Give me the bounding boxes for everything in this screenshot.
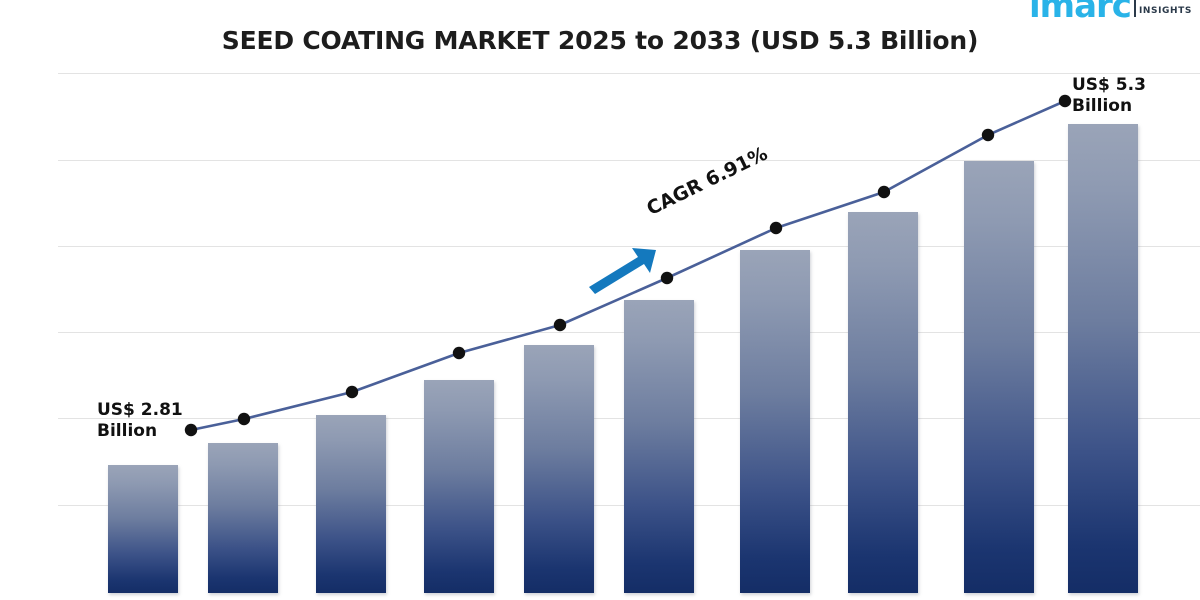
- trend-line: [189, 99, 1067, 432]
- logo-wordmark: imarc: [1028, 0, 1132, 26]
- end-value-label: US$ 5.3 Billion: [1072, 75, 1146, 117]
- trend-marker: [877, 185, 891, 199]
- start-value-line2: Billion: [97, 421, 158, 441]
- logo-divider: [1133, 0, 1136, 17]
- bar-2029: [624, 300, 694, 593]
- bar-2031: [848, 212, 918, 593]
- trend-marker: [769, 221, 783, 235]
- trend-marker: [1058, 94, 1072, 108]
- imarc-logo: imarc INSIGHTS: [1028, 0, 1192, 26]
- trend-marker: [184, 423, 198, 437]
- end-value-line2: Billion: [1072, 96, 1133, 116]
- bar-2027: [424, 380, 494, 593]
- bar-2028: [524, 345, 594, 593]
- gridline: [58, 73, 1200, 74]
- trend-marker: [660, 271, 674, 285]
- end-value-line1: US$ 5.3: [1072, 75, 1146, 95]
- start-value-label: US$ 2.81 Billion: [97, 400, 183, 442]
- logo-subtitle: INSIGHTS: [1138, 6, 1192, 16]
- trend-marker: [981, 128, 995, 142]
- trend-marker: [345, 385, 359, 399]
- trend-markers: [184, 94, 1072, 437]
- trend-marker: [452, 346, 466, 360]
- bar-2033: [1068, 124, 1138, 593]
- bar-2030: [740, 250, 810, 593]
- bar-2025: [208, 443, 278, 593]
- start-value-line1: US$ 2.81: [97, 400, 183, 420]
- gridline: [58, 246, 1200, 247]
- cagr-arrow-icon: [589, 248, 656, 294]
- trend-marker: [553, 318, 567, 332]
- bar-2032: [964, 161, 1034, 593]
- gridline: [58, 160, 1200, 161]
- bar-2024: [108, 465, 178, 593]
- trend-marker: [237, 412, 251, 426]
- chart-title: SEED COATING MARKET 2025 to 2033 (USD 5.…: [221, 26, 979, 55]
- bar-2026: [316, 415, 386, 593]
